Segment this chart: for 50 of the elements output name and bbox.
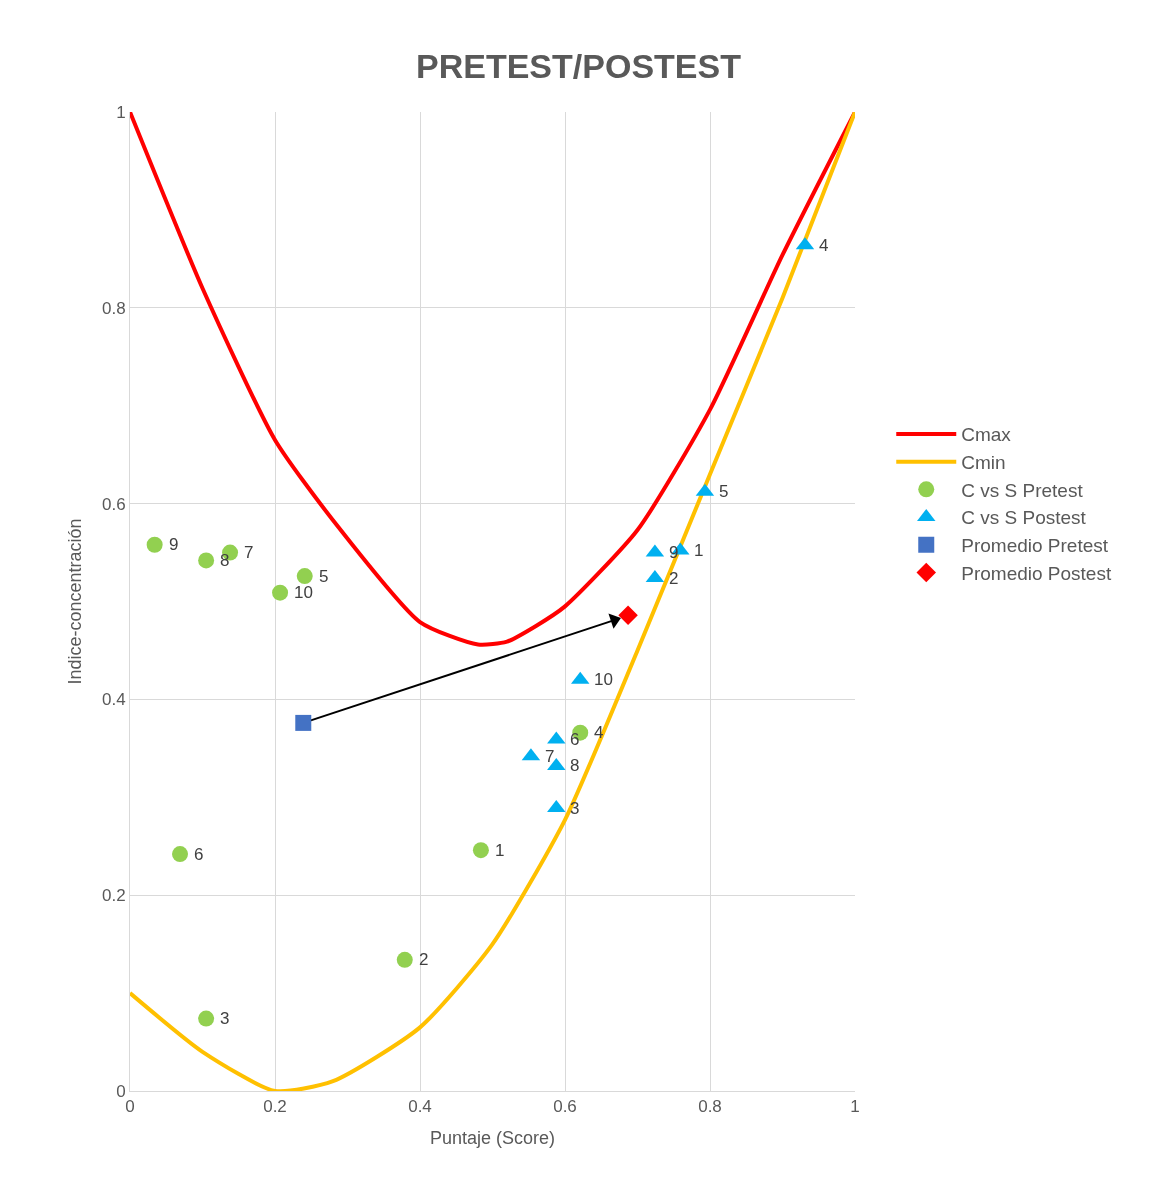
- annotation: 3: [220, 1009, 230, 1028]
- y-tick-label: 1: [116, 102, 126, 122]
- point: [198, 1010, 215, 1027]
- point: [472, 842, 489, 859]
- annotation: 2: [669, 569, 679, 588]
- legend-label: C vs S Pretest: [961, 479, 1084, 501]
- annotation: 1: [694, 541, 704, 560]
- annotation: 3: [570, 799, 580, 818]
- legend-label: Promedio Pretest: [961, 535, 1109, 557]
- y-tick-label: 0.6: [101, 494, 126, 514]
- annotation: 6: [194, 845, 204, 864]
- y-axis-title: Indice-concentración: [65, 518, 86, 685]
- chart-title: PRETEST/POSTEST: [416, 46, 742, 85]
- x-tick-label: 0.2: [263, 1097, 287, 1117]
- point: [198, 552, 215, 569]
- point: [272, 584, 289, 601]
- point: [296, 568, 313, 585]
- annotation: 2: [419, 950, 429, 969]
- line-series: [130, 112, 855, 647]
- point: [396, 951, 413, 968]
- line-series: [130, 112, 855, 1091]
- annotation: 7: [545, 747, 555, 766]
- point: [295, 714, 312, 731]
- annotation: 5: [719, 482, 729, 501]
- point: [172, 846, 189, 863]
- annotation: 8: [220, 551, 230, 570]
- y-tick-label: 0.4: [101, 690, 126, 710]
- annotation: 4: [819, 236, 829, 255]
- x-tick-label: 0.6: [553, 1097, 577, 1117]
- annotation: 7: [244, 543, 254, 562]
- point: [146, 536, 163, 553]
- x-tick-label: 1: [850, 1097, 860, 1117]
- annotation: 8: [570, 756, 580, 775]
- annotation: 9: [169, 535, 179, 554]
- annotation: 10: [294, 583, 313, 602]
- x-tick-label: 0.4: [408, 1097, 432, 1117]
- legend-label: Promedio Postest: [961, 562, 1112, 584]
- annotation: 5: [319, 567, 329, 586]
- x-axis-title: Puntaje (Score): [429, 1127, 556, 1148]
- annotation: 9: [669, 543, 679, 562]
- annotation: 1: [495, 841, 505, 860]
- legend-label: Cmin: [961, 452, 1006, 474]
- y-tick-label: 0.8: [101, 298, 126, 318]
- point: [618, 605, 638, 625]
- annotation: 10: [594, 670, 613, 689]
- y-tick-label: 0: [116, 1081, 126, 1101]
- legend-label: C vs S Postest: [961, 507, 1087, 529]
- legend-label: Cmax: [961, 424, 1012, 446]
- y-tick-label: 0.2: [101, 886, 126, 906]
- x-tick-label: 0.8: [698, 1097, 722, 1117]
